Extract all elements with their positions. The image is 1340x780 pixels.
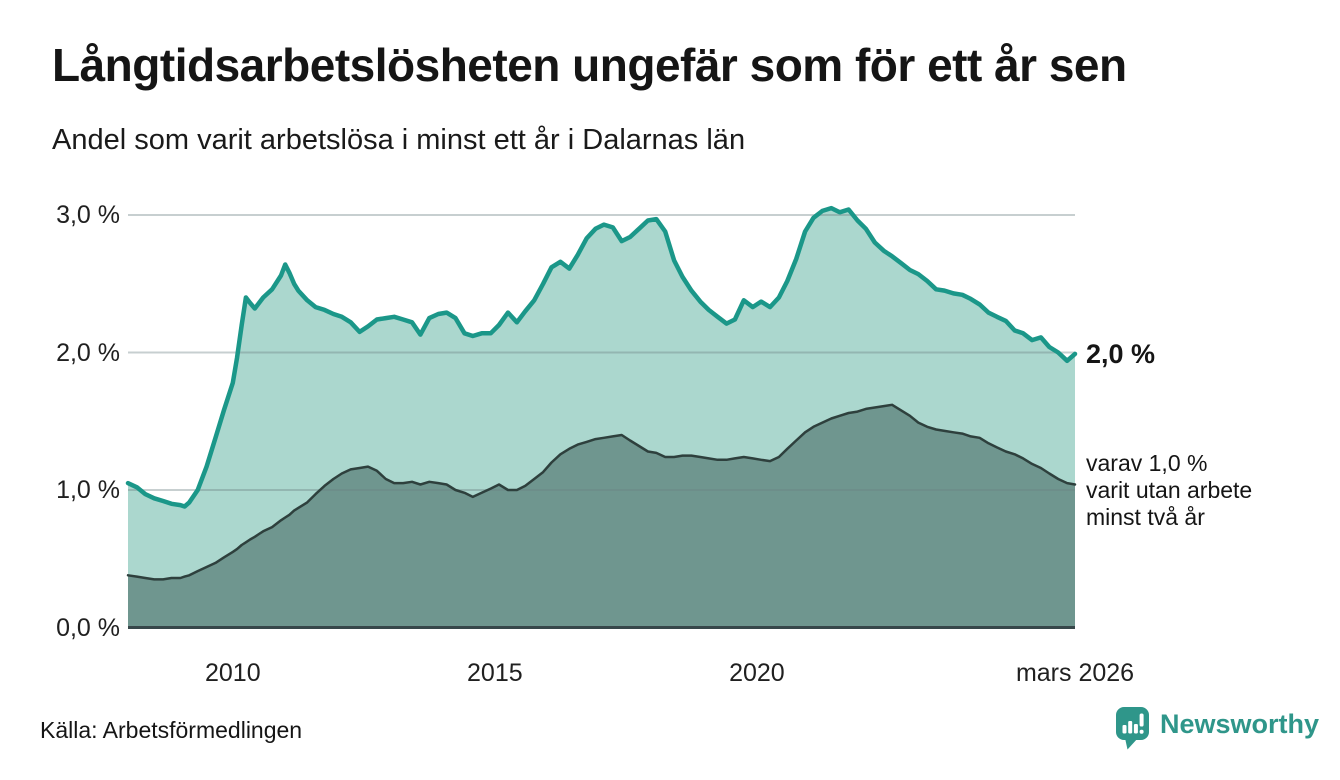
very-long-term-line bbox=[126, 403, 1077, 581]
end-value-annotation: 2,0 % bbox=[1086, 339, 1156, 369]
very-long-term-area bbox=[128, 404, 1075, 628]
page-title: Långtidsarbetslösheten ungefär som för e… bbox=[52, 39, 1127, 91]
x-axis-label: 2015 bbox=[467, 659, 523, 687]
page-subtitle: Andel som varit arbetslösa i minst ett å… bbox=[52, 124, 746, 156]
y-axis-label: 1,0 % bbox=[56, 476, 120, 504]
brand-logo: Newsworthy bbox=[1115, 706, 1319, 750]
source-note: Källa: Arbetsförmedlingen bbox=[40, 717, 303, 743]
y-axis-label: 0,0 % bbox=[56, 613, 120, 642]
long-term-line bbox=[125, 205, 1078, 509]
y-axis-label: 2,0 % bbox=[56, 338, 120, 367]
secondary-annotation: varav 1,0 % varit utan arbete minst två … bbox=[1086, 450, 1253, 530]
brand-name: Newsworthy bbox=[1160, 709, 1320, 739]
x-axis-label: 2010 bbox=[205, 659, 261, 687]
newsworthy-bubble-chart-icon bbox=[1116, 707, 1149, 750]
x-axis-label: mars 2026 bbox=[1015, 659, 1135, 687]
y-axis-label: 3,0 % bbox=[56, 201, 120, 229]
x-axis-label: 2020 bbox=[729, 659, 785, 687]
